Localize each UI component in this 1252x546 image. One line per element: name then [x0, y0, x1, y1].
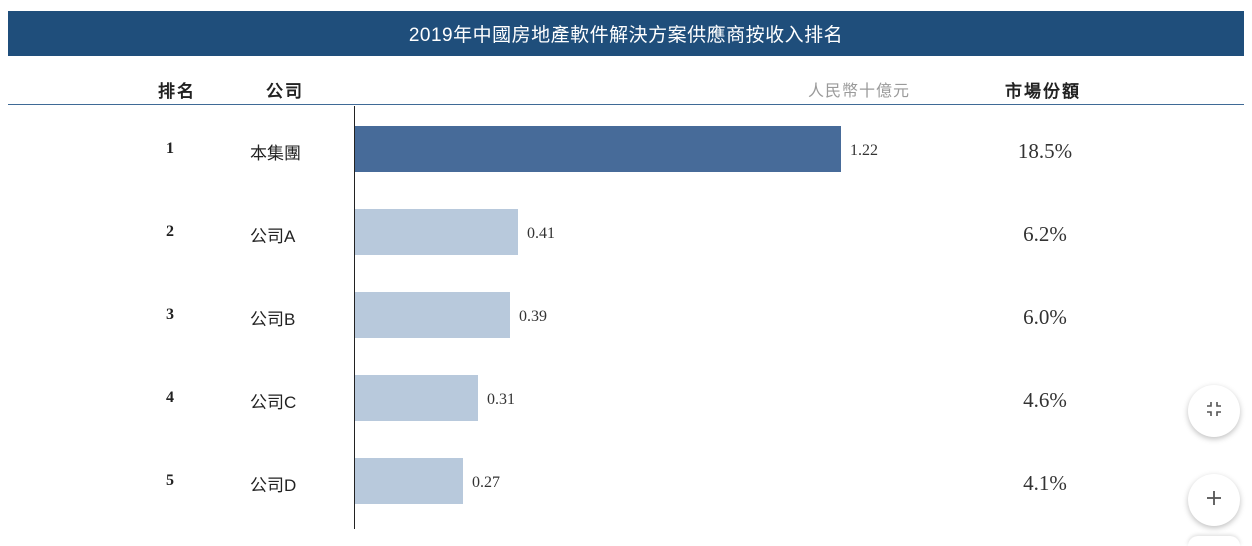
- market-share-value: 4.1%: [1023, 471, 1067, 495]
- zoom-in-button[interactable]: [1188, 474, 1240, 526]
- extra-button-partial[interactable]: [1188, 536, 1240, 546]
- market-share-column-header: 市場份額: [1005, 82, 1081, 101]
- rank-cell: 5: [166, 472, 174, 489]
- company-label: 本集團: [250, 144, 301, 163]
- rank-cell: 3: [166, 306, 174, 323]
- bar-value-label: 0.31: [487, 391, 515, 408]
- company-label: 公司C: [250, 393, 297, 412]
- revenue-bar: [355, 209, 518, 255]
- rank-cell: 1: [166, 140, 174, 157]
- bar-value-label: 0.41: [527, 225, 555, 242]
- header-divider: [8, 104, 1244, 105]
- market-share-value: 6.0%: [1023, 305, 1067, 329]
- plus-icon: [1205, 489, 1223, 512]
- chart-title: 2019年中國房地產軟件解決方案供應商按收入排名: [8, 11, 1244, 56]
- bar-value-label: 0.27: [472, 474, 500, 491]
- market-share-value: 6.2%: [1023, 222, 1067, 246]
- revenue-bar: [355, 375, 478, 421]
- revenue-bar: [355, 458, 463, 504]
- revenue-bar: [355, 126, 841, 172]
- rank-cell: 4: [166, 389, 174, 406]
- company-label: 公司B: [250, 310, 296, 329]
- bar-value-label: 1.22: [850, 142, 878, 159]
- bar-axis-line: [354, 106, 355, 529]
- company-label: 公司D: [250, 476, 297, 495]
- collapse-button[interactable]: [1188, 385, 1240, 437]
- company-label: 公司A: [250, 227, 296, 246]
- rank-cell: 2: [166, 223, 174, 240]
- rank-column-header: 排名: [158, 82, 196, 101]
- unit-label: 人民幣十億元: [808, 83, 911, 100]
- market-share-value: 4.6%: [1023, 388, 1067, 412]
- company-column-header: 公司: [266, 82, 304, 101]
- collapse-icon: [1205, 400, 1223, 423]
- bar-value-label: 0.39: [519, 308, 547, 325]
- revenue-bar: [355, 292, 510, 338]
- market-share-value: 18.5%: [1017, 139, 1073, 163]
